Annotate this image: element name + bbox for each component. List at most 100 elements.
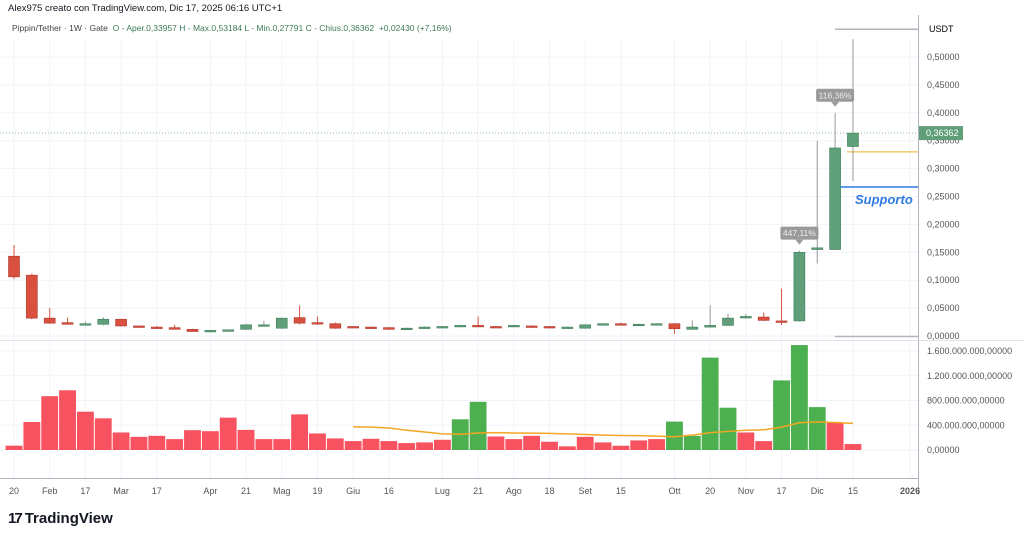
volume-bar (523, 435, 541, 450)
volume-bar (487, 436, 505, 450)
time-tick-label: Apr (203, 486, 217, 496)
volume-bar (94, 418, 112, 450)
volume-bar (380, 441, 398, 450)
time-tick-label: Ott (668, 486, 681, 496)
volume-bar (219, 417, 237, 450)
currency-label: USDT (929, 24, 954, 34)
candle-body (579, 324, 592, 329)
symbol-name[interactable]: Pippin/Tether · 1W · Gate (12, 23, 108, 33)
volume-bar (362, 438, 380, 450)
candle-body (632, 323, 645, 327)
volume-bar (755, 441, 773, 450)
volume-bar (184, 430, 201, 450)
candle-body (168, 327, 181, 330)
volume-bar (648, 439, 666, 450)
candle-body (650, 323, 663, 326)
percent-callout-box (780, 226, 819, 240)
volume-bar (541, 441, 558, 450)
time-tick-label: Ago (506, 486, 522, 496)
price-tick-label: 0,05000 (927, 303, 960, 313)
time-tick-label: 19 (312, 486, 322, 496)
candle-body (507, 325, 520, 328)
price-tick-label: 0,45000 (927, 80, 960, 90)
volume-bar (326, 438, 344, 450)
candle-body (418, 326, 431, 329)
candle-body (43, 317, 56, 324)
volume-bar (505, 439, 523, 450)
candle-body (97, 318, 110, 325)
volume-bar (701, 357, 719, 450)
volume-bar (41, 396, 59, 450)
time-tick-label: Feb (42, 486, 58, 496)
candle-body (561, 326, 574, 329)
percent-callout-pointer (831, 101, 840, 107)
time-tick-label: 18 (544, 486, 554, 496)
time-tick-label: Dic (811, 486, 824, 496)
candle-body (829, 147, 841, 250)
percent-callout-pointer (795, 239, 804, 245)
candle-body (490, 326, 502, 329)
price-tick-label: 0,30000 (927, 164, 960, 174)
candle-body (151, 326, 163, 329)
volume-bar (344, 441, 362, 450)
symbol-legend: Pippin/Tether · 1W · Gate O - Aper.0,339… (12, 23, 452, 33)
candle-body (222, 329, 234, 332)
volume-bar (469, 401, 487, 450)
tradingview-logo-mark: 17 (8, 510, 23, 527)
volume-tick-label: 1.600.000.000,00000 (927, 346, 1012, 356)
time-tick-label: 17 (152, 486, 162, 496)
support-label: Supporto (855, 192, 913, 207)
price-tick-label: 0,20000 (927, 219, 960, 229)
price-tick-label: 0,15000 (927, 247, 960, 257)
tradingview-logo-text: TradingView (24, 510, 113, 527)
tradingview-logo[interactable]: 17 TradingView (8, 510, 113, 527)
last-price-label: 0,36362 (926, 128, 959, 138)
volume-bar (237, 429, 255, 450)
candle-body (793, 252, 806, 322)
candle-body (686, 326, 699, 330)
volume-bar (844, 444, 862, 450)
candle-body (204, 330, 217, 333)
percent-callout-label: 116,36% (819, 90, 852, 100)
volume-bar (666, 421, 683, 450)
candle-body (847, 132, 859, 147)
price-tick-label: 0,25000 (927, 192, 960, 202)
ohlc-values: O - Aper.0,33957 H - Max.0,53184 L - Min… (112, 23, 375, 33)
volume-bar (291, 414, 309, 450)
candle-body (704, 325, 716, 328)
candle-body (811, 247, 824, 250)
candle-body (668, 323, 681, 330)
time-tick-label: 21 (473, 486, 483, 496)
volume-tick-label: 1.200.000.000,00000 (927, 371, 1012, 381)
candle-body (436, 326, 449, 329)
volume-bar (5, 445, 23, 450)
volume-tick-label: 0,00000 (927, 445, 960, 455)
time-tick-label: 2026 (900, 486, 920, 496)
price-tick-label: 0,10000 (927, 275, 960, 285)
volume-bar (23, 421, 41, 450)
candle-body (240, 324, 252, 330)
volume-bar (773, 380, 790, 450)
volume-bar (76, 411, 94, 450)
volume-bar (309, 433, 326, 450)
candle-body (472, 325, 484, 328)
volume-bar (737, 432, 755, 450)
candle-body (186, 329, 199, 332)
candle-body (61, 322, 74, 325)
candle-body (293, 317, 306, 324)
time-tick-label: Giu (346, 486, 360, 496)
time-tick-label: Set (578, 486, 592, 496)
price-tick-label: 0,35000 (927, 136, 960, 146)
volume-bar (112, 432, 130, 450)
volume-bar (398, 443, 416, 450)
volume-bar (826, 422, 844, 450)
time-tick-label: 17 (777, 486, 787, 496)
volume-bar (576, 436, 594, 450)
candle-body (365, 326, 377, 329)
candle-body (26, 274, 38, 319)
volume-tick-label: 800.000.000,00000 (927, 396, 1005, 406)
time-tick-label: Mar (113, 486, 129, 496)
volume-bar (166, 439, 184, 450)
price-tick-label: 0,40000 (927, 108, 960, 118)
